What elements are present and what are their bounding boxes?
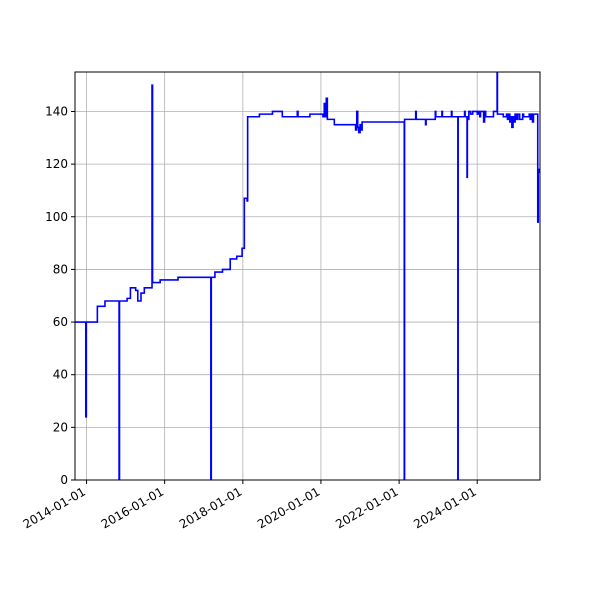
y-tick-label: 140 [45,104,68,118]
plot-area [75,72,540,480]
y-tick-label: 100 [45,210,68,224]
y-tick-label: 20 [53,420,68,434]
y-axis: 0 20 40 60 80 100 120 140 [45,104,75,487]
y-tick-label: 0 [60,473,68,487]
y-tick-label: 60 [53,315,68,329]
series-line-0 [75,72,540,480]
y-tick-label: 120 [45,157,68,171]
y-tick-label: 80 [53,262,68,276]
plot-frame [74,71,541,481]
y-tick-label: 40 [53,368,68,382]
